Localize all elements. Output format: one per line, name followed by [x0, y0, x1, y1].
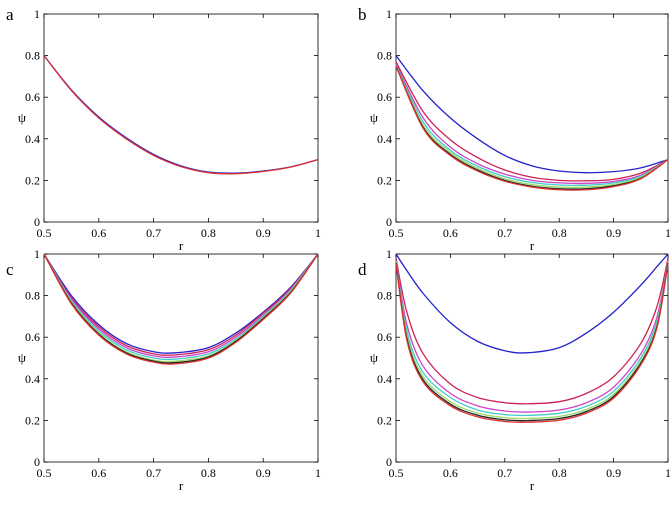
y-tick-label: 0.4 — [25, 372, 40, 386]
y-tick-label: 0.4 — [377, 132, 392, 146]
plot-frame — [43, 253, 319, 463]
series-line-7 — [43, 253, 319, 365]
panel-d: d 0.5 0.6 0.7 0.8 0.9 1 0 0.2 0.4 0.6 0.8 1 r ψ — [358, 247, 671, 493]
x-tick-label: 0.8 — [552, 226, 567, 240]
y-axis-label: ψ — [370, 350, 378, 365]
series-line-2 — [43, 253, 319, 356]
series-line-7 — [395, 65, 669, 191]
y-tick-label: 0.6 — [25, 330, 40, 344]
series-line-6 — [43, 253, 319, 364]
plot-frame — [395, 253, 669, 463]
panel-label: c — [6, 260, 14, 279]
y-tick-label: 0 — [34, 455, 40, 469]
series-line-5 — [43, 253, 319, 363]
series-line-2 — [43, 55, 319, 175]
x-tick-label: 0.6 — [91, 466, 106, 480]
x-axis-label: r — [530, 238, 535, 253]
x-tick-label: 1 — [665, 226, 671, 240]
y-tick-label: 0.4 — [377, 372, 392, 386]
series-line-2 — [395, 258, 669, 405]
y-tick-label: 0.8 — [25, 49, 40, 63]
y-tick-label: 0 — [34, 215, 40, 229]
y-axis-label: ψ — [18, 350, 26, 365]
x-tick-label: 0.9 — [256, 226, 271, 240]
series-line-3 — [43, 253, 319, 358]
y-tick-label: 0.4 — [25, 132, 40, 146]
y-tick-label: 0.2 — [25, 173, 40, 187]
y-axis-label: ψ — [370, 110, 378, 125]
x-axis-label: r — [179, 478, 184, 493]
panel-a: a 0.5 0.6 0.7 0.8 0.9 1 0 0.2 0.4 0.6 0.8 1 r ψ — [6, 5, 321, 253]
x-tick-label: 0.5 — [389, 466, 404, 480]
y-axis-label: ψ — [18, 110, 26, 125]
series-line-4 — [395, 261, 669, 417]
series-line-1 — [43, 55, 319, 174]
x-tick-label: 0.8 — [552, 466, 567, 480]
x-tick-label: 0.8 — [201, 466, 216, 480]
series-line-4 — [395, 64, 669, 187]
x-axis-label: r — [530, 478, 535, 493]
x-tick-label: 1 — [665, 466, 671, 480]
plot-frame — [395, 13, 669, 223]
y-tick-label: 0.2 — [377, 173, 392, 187]
x-tick-label: 0.9 — [606, 466, 621, 480]
x-tick-label: 0.5 — [389, 226, 404, 240]
x-tick-label: 0.6 — [443, 466, 458, 480]
y-tick-label: 1 — [34, 7, 40, 21]
panel-b: b 0.5 0.6 0.7 0.8 0.9 1 0 0.2 0.4 0.6 0.8 1 r ψ — [358, 5, 671, 253]
panel-label: a — [6, 5, 14, 24]
y-tick-label: 0.8 — [377, 289, 392, 303]
y-tick-label: 1 — [34, 247, 40, 261]
y-tick-label: 1 — [386, 247, 392, 261]
x-tick-label: 0.5 — [37, 466, 52, 480]
series-line-2 — [395, 61, 669, 182]
x-tick-label: 0.6 — [91, 226, 106, 240]
y-tick-label: 0.8 — [377, 49, 392, 63]
y-tick-label: 0.6 — [377, 330, 392, 344]
y-tick-label: 0 — [386, 455, 392, 469]
x-tick-label: 0.7 — [146, 466, 161, 480]
series-line-4 — [43, 253, 319, 361]
x-tick-label: 0.8 — [201, 226, 216, 240]
y-tick-label: 0.6 — [377, 90, 392, 104]
series-line-1 — [43, 253, 319, 354]
series-line-6 — [395, 262, 669, 422]
x-axis-label: r — [179, 238, 184, 253]
x-tick-label: 0.7 — [497, 466, 512, 480]
x-tick-label: 1 — [315, 466, 321, 480]
y-tick-label: 0.8 — [25, 289, 40, 303]
x-tick-label: 0.6 — [443, 226, 458, 240]
x-tick-label: 0.9 — [256, 466, 271, 480]
series-line-5 — [395, 262, 669, 420]
panel-label: b — [358, 5, 367, 24]
series-line-1 — [395, 253, 669, 354]
series-line-3 — [395, 63, 669, 185]
y-tick-label: 0 — [386, 215, 392, 229]
y-tick-label: 0.2 — [377, 413, 392, 427]
x-tick-label: 0.7 — [497, 226, 512, 240]
series-line-5 — [395, 65, 669, 189]
x-tick-label: 0.5 — [37, 226, 52, 240]
plot-frame — [43, 13, 319, 223]
panel-c: c 0.5 0.6 0.7 0.8 0.9 1 0 0.2 0.4 0.6 0.8 1 r ψ — [6, 247, 321, 493]
series-line-7 — [395, 263, 669, 424]
series-line-6 — [395, 65, 669, 190]
y-tick-label: 0.2 — [25, 413, 40, 427]
series-line-1 — [395, 55, 669, 174]
series-line-3 — [395, 260, 669, 413]
x-tick-label: 0.7 — [146, 226, 161, 240]
y-tick-label: 1 — [386, 7, 392, 21]
y-tick-label: 0.6 — [25, 90, 40, 104]
panel-label: d — [358, 260, 367, 279]
x-tick-label: 0.9 — [606, 226, 621, 240]
x-tick-label: 1 — [315, 226, 321, 240]
